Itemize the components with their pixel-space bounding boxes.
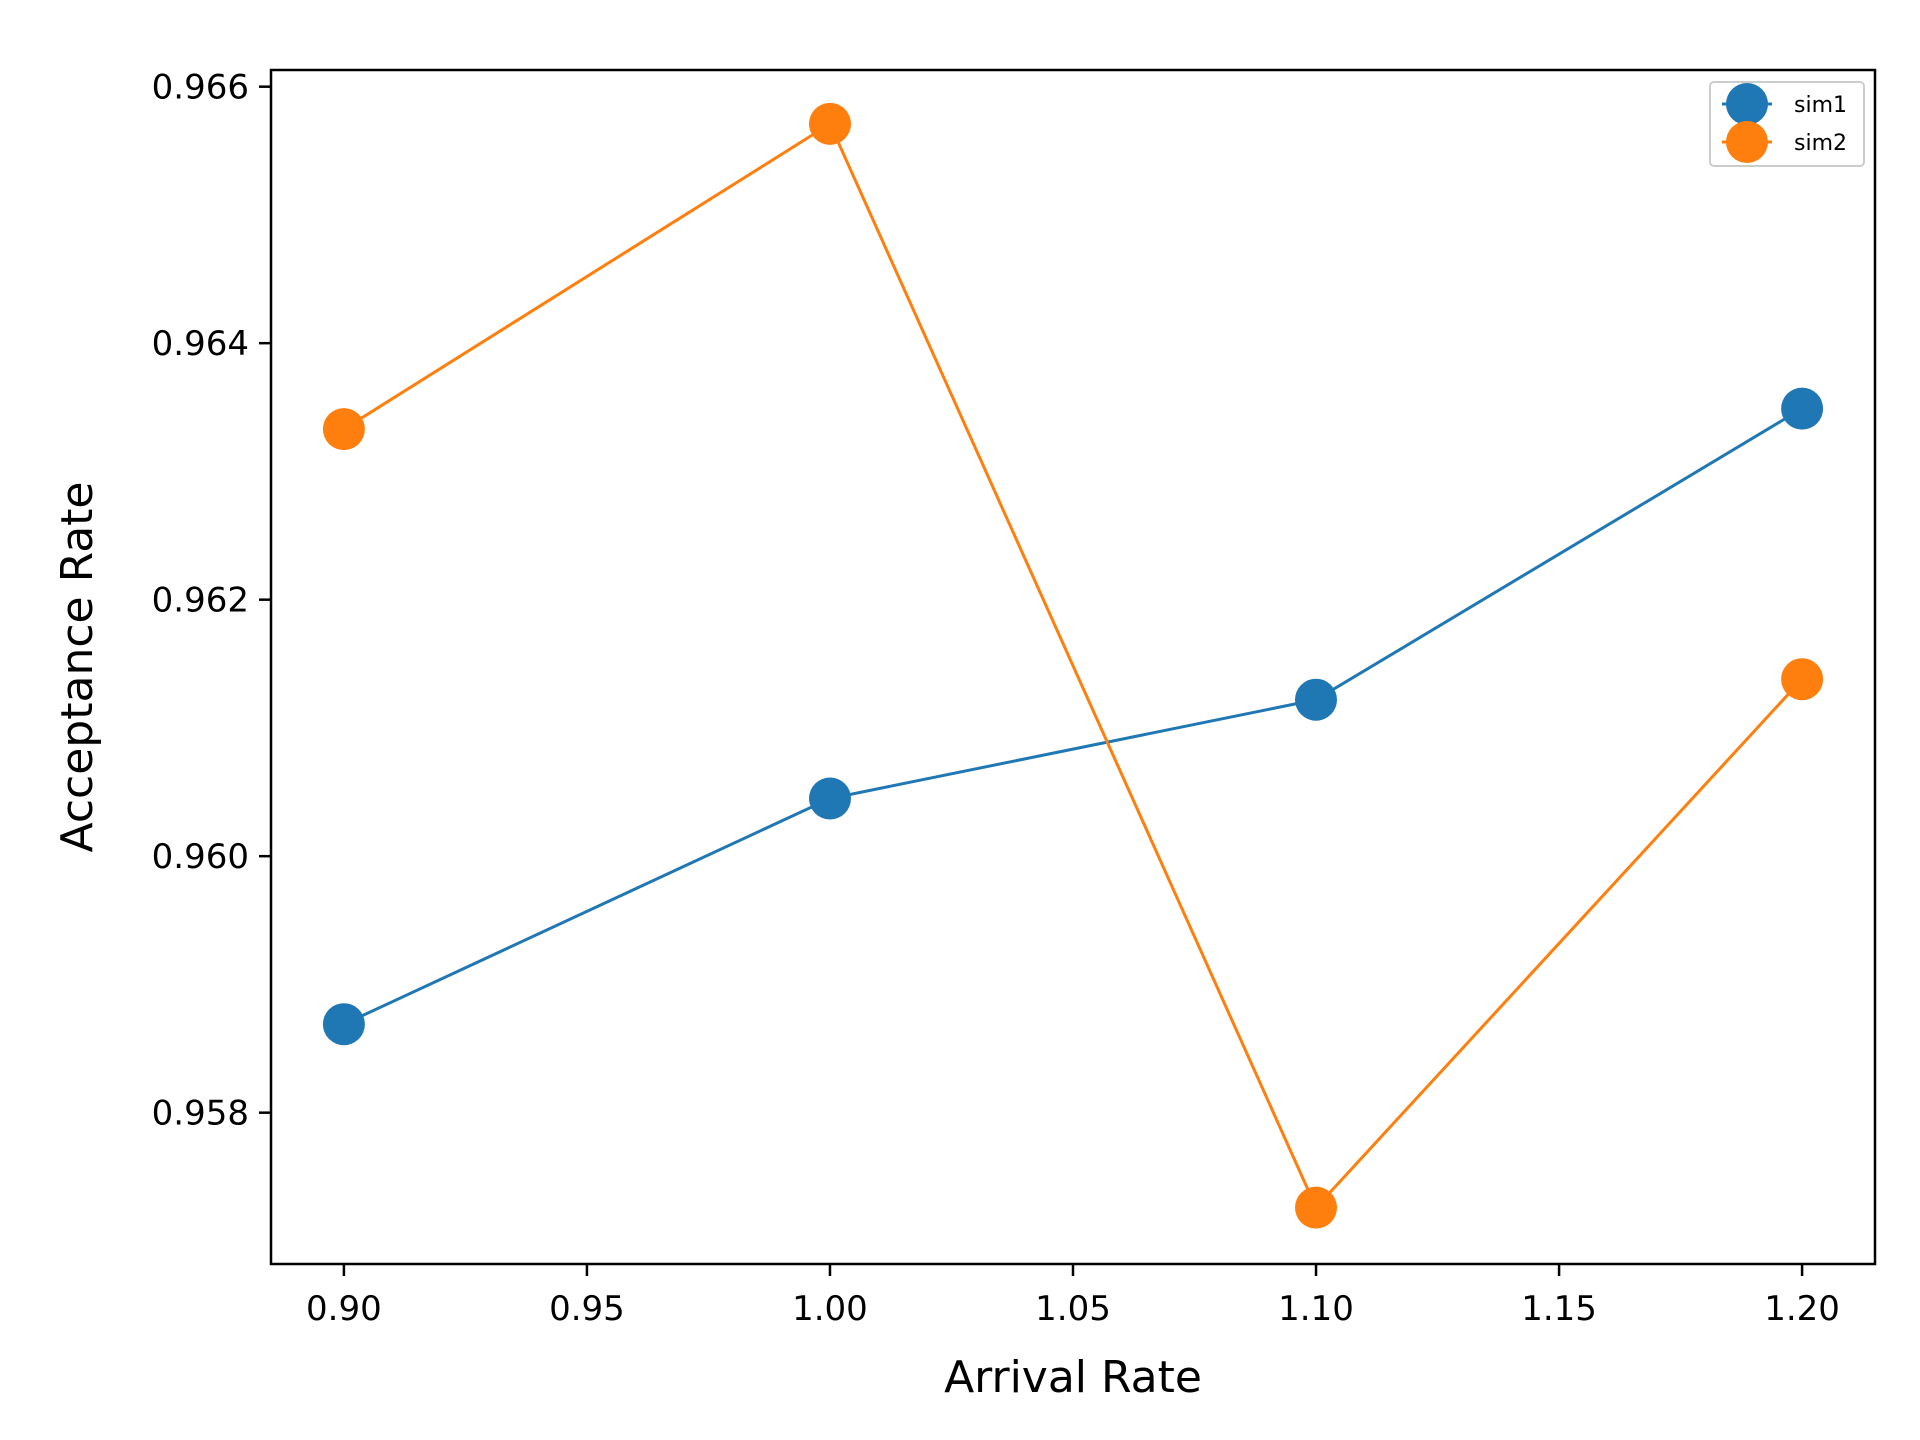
- y-tick-label: 0.964: [152, 324, 249, 364]
- x-tick-label: 1.05: [1035, 1289, 1111, 1329]
- data-point-sim1-3: [1781, 387, 1824, 430]
- series-line-sim2: [343, 121, 1804, 1211]
- legend-label-sim2: sim2: [1794, 131, 1847, 156]
- legend-marker-sim1: [1726, 83, 1768, 125]
- legend-label-sim1: sim1: [1794, 93, 1847, 118]
- data-point-sim1-0: [322, 1003, 365, 1046]
- series-line-sim1: [343, 407, 1803, 1026]
- x-tick-label: 1.20: [1764, 1289, 1840, 1329]
- data-point-sim1-2: [1295, 678, 1337, 721]
- y-tick-label: 0.966: [152, 68, 249, 108]
- y-tick-label: 0.958: [152, 1094, 249, 1134]
- x-tick-label: 1.15: [1521, 1289, 1597, 1329]
- x-axis-label: Arrival Rate: [944, 1352, 1202, 1403]
- data-point-sim2-3: [1781, 658, 1824, 701]
- axes: 0.90 0.95 1.00 1.05 1.10 1.15 1.20 0.958 0.960 0.…: [152, 68, 1877, 1329]
- y-tick-label: 0.962: [152, 581, 249, 621]
- data-point-sim1-1: [809, 777, 851, 820]
- x-tick-label: 1.00: [792, 1289, 868, 1329]
- x-tick-label: 0.95: [549, 1289, 625, 1329]
- x-tick-label: 1.10: [1278, 1289, 1354, 1329]
- x-tick-label: 0.90: [306, 1289, 382, 1329]
- plot-area: [322, 102, 1824, 1229]
- data-point-sim2-2: [1295, 1186, 1337, 1229]
- y-tick-label: 0.960: [152, 837, 249, 877]
- legend-marker-sim2: [1726, 121, 1768, 163]
- y-axis-label: Acceptance Rate: [52, 482, 103, 853]
- data-point-sim2-1: [809, 102, 851, 145]
- data-point-sim2-0: [322, 408, 365, 451]
- legend: sim1 sim2: [1709, 81, 1865, 167]
